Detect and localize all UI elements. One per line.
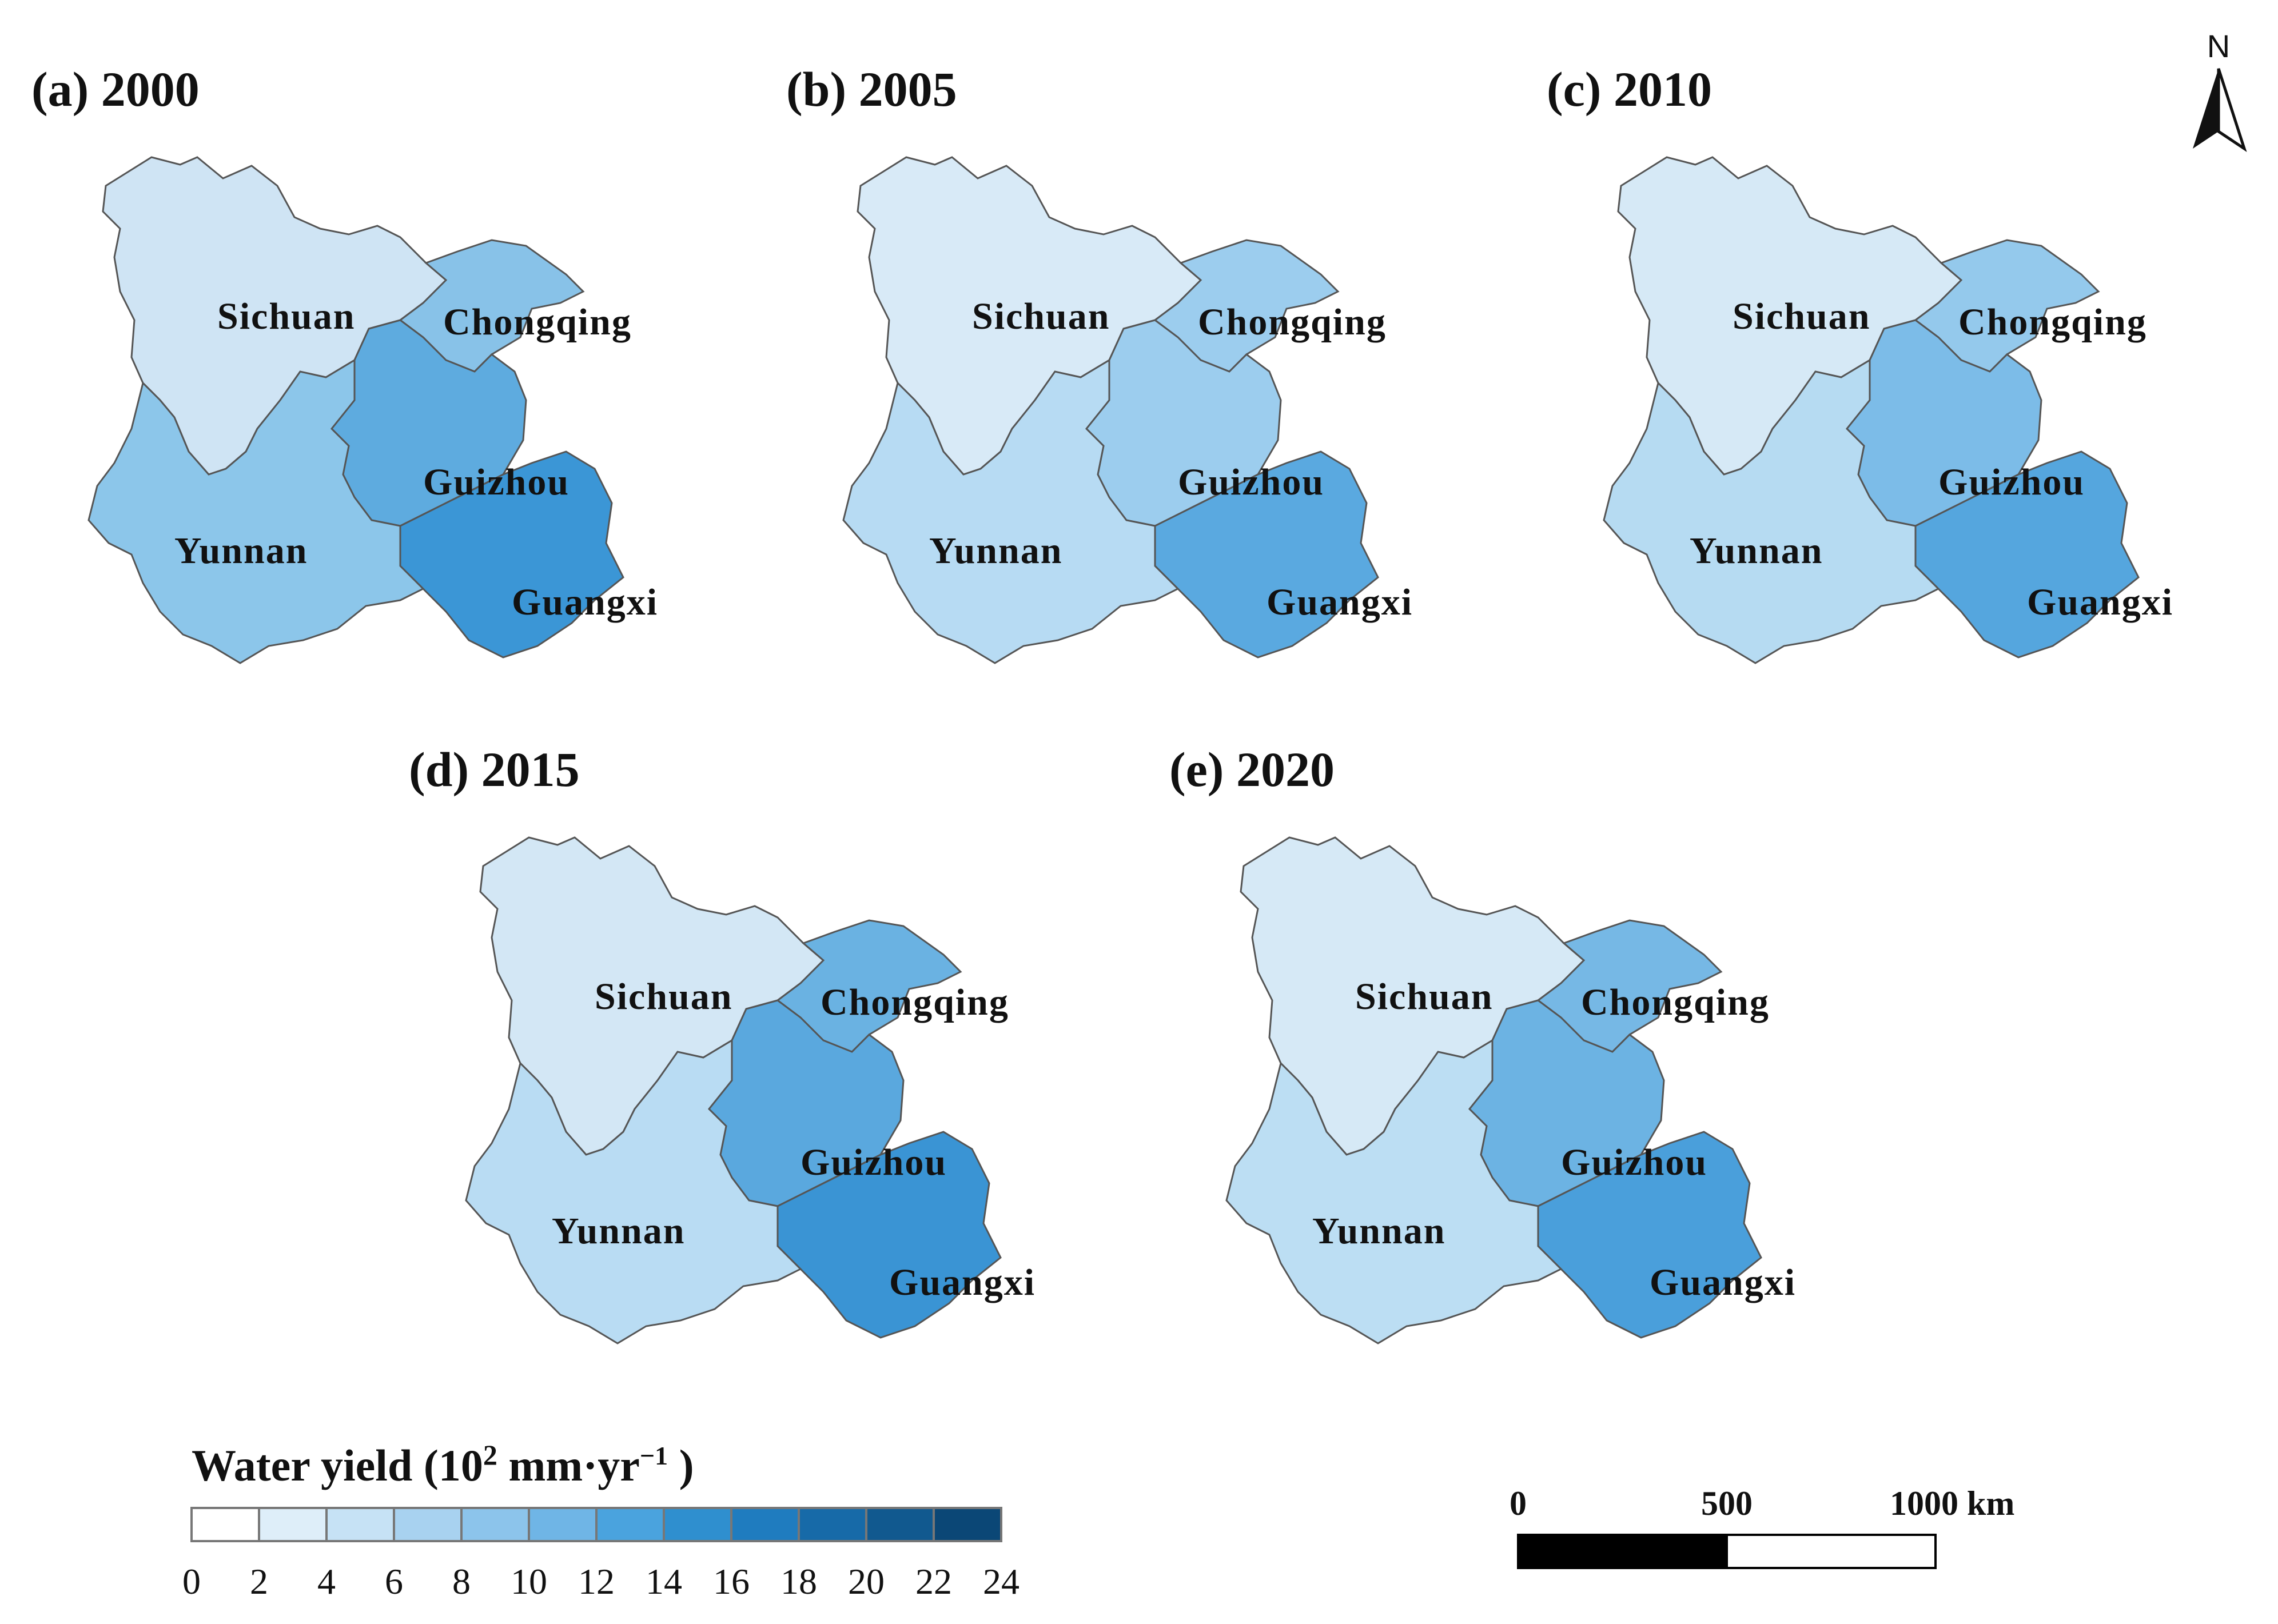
legend-bin-4 xyxy=(460,1507,530,1542)
legend-bin-3 xyxy=(393,1507,463,1542)
label-chongqing: Chongqing xyxy=(1198,301,1387,343)
label-guizhou: Guizhou xyxy=(1561,1142,1707,1183)
legend-tick-12: 12 xyxy=(578,1561,615,1602)
scale-tick-0: 0 xyxy=(1510,1485,1527,1522)
legend-tick-14: 14 xyxy=(646,1561,682,1602)
legend-tick-18: 18 xyxy=(780,1561,817,1602)
label-guizhou: Guizhou xyxy=(801,1142,947,1183)
label-guangxi: Guangxi xyxy=(1650,1262,1796,1303)
label-sichuan: Sichuan xyxy=(972,296,1110,337)
legend-tick-20: 20 xyxy=(848,1561,885,1602)
legend-tick-10: 10 xyxy=(511,1561,547,1602)
panel-title: (a) 2000 xyxy=(31,62,200,117)
legend-tick-24: 24 xyxy=(983,1561,1019,1602)
legend-bin-9 xyxy=(798,1507,867,1542)
label-chongqing: Chongqing xyxy=(1958,301,2147,343)
label-chongqing: Chongqing xyxy=(443,301,632,343)
label-yunnan: Yunnan xyxy=(1690,530,1823,572)
panel-title: (c) 2010 xyxy=(1547,62,1712,117)
label-sichuan: Sichuan xyxy=(217,296,355,337)
north-arrow-icon xyxy=(2193,69,2219,149)
legend: Water yield (102 mm·yr−1 ) 0 2 4 6 8 10 12 14 16… xyxy=(182,1439,1019,1602)
label-sichuan: Sichuan xyxy=(1733,296,1870,337)
legend-tick-8: 8 xyxy=(452,1561,471,1602)
label-chongqing: Chongqing xyxy=(821,981,1009,1023)
legend-bin-11 xyxy=(933,1507,1002,1542)
panel-title: (b) 2005 xyxy=(786,62,957,117)
map-panel-2010: (c) 2010 Sichuan Chongqing Guizhou Yunna… xyxy=(1547,62,2173,664)
north-label: N xyxy=(2207,28,2230,64)
legend-color-bins xyxy=(190,1507,1002,1542)
legend-tick-2: 2 xyxy=(250,1561,268,1602)
legend-tick-0: 0 xyxy=(182,1561,201,1602)
map-panel-2000: (a) 2000 Sichuan Chongqing Guizhou Yunna… xyxy=(31,62,658,664)
scale-tick-1000km: 1000 km xyxy=(1890,1485,2014,1522)
map-panel-2015: (d) 2015 Sichuan Chongqing Guizhou Yunna… xyxy=(409,742,1036,1344)
legend-bin-6 xyxy=(595,1507,665,1542)
label-sichuan: Sichuan xyxy=(595,976,732,1018)
legend-tick-labels: 0 2 4 6 8 10 12 14 16 18 20 22 24 xyxy=(182,1561,1019,1602)
scale-bar: 0 500 1000 km xyxy=(1510,1485,2014,1569)
map-panel-2005: (b) 2005 Sichuan Chongqing Guizhou Yunna… xyxy=(786,62,1413,664)
legend-title: Water yield (102 mm·yr−1 ) xyxy=(192,1439,694,1490)
panel-title: (d) 2015 xyxy=(409,742,580,797)
legend-bin-0 xyxy=(190,1507,260,1542)
north-arrow: N xyxy=(2193,28,2247,153)
label-sichuan: Sichuan xyxy=(1355,976,1493,1018)
label-guangxi: Guangxi xyxy=(1267,581,1413,623)
scale-tick-500: 500 xyxy=(1701,1485,1753,1522)
map-panel-2020: (e) 2020 Sichuan Chongqing Guizhou Yunna… xyxy=(1169,742,1796,1344)
label-guangxi: Guangxi xyxy=(889,1262,1036,1303)
scale-segment-white xyxy=(1726,1534,1937,1569)
legend-tick-16: 16 xyxy=(713,1561,750,1602)
label-chongqing: Chongqing xyxy=(1581,981,1770,1023)
legend-tick-4: 4 xyxy=(317,1561,336,1602)
label-yunnan: Yunnan xyxy=(929,530,1062,572)
legend-bin-5 xyxy=(528,1507,598,1542)
label-guizhou: Guizhou xyxy=(423,461,570,503)
label-guizhou: Guizhou xyxy=(1938,461,2085,503)
legend-bin-8 xyxy=(730,1507,800,1542)
label-yunnan: Yunnan xyxy=(174,530,308,572)
legend-bin-1 xyxy=(258,1507,328,1542)
legend-tick-6: 6 xyxy=(385,1561,403,1602)
panel-title: (e) 2020 xyxy=(1169,742,1335,797)
label-guangxi: Guangxi xyxy=(512,581,658,623)
scale-segment-black xyxy=(1517,1534,1728,1569)
legend-tick-22: 22 xyxy=(915,1561,952,1602)
legend-bin-2 xyxy=(325,1507,395,1542)
label-guizhou: Guizhou xyxy=(1178,461,1324,503)
label-guangxi: Guangxi xyxy=(2027,581,2173,623)
legend-bin-10 xyxy=(865,1507,935,1542)
label-yunnan: Yunnan xyxy=(1312,1210,1445,1252)
label-yunnan: Yunnan xyxy=(552,1210,685,1252)
legend-bin-7 xyxy=(663,1507,732,1542)
